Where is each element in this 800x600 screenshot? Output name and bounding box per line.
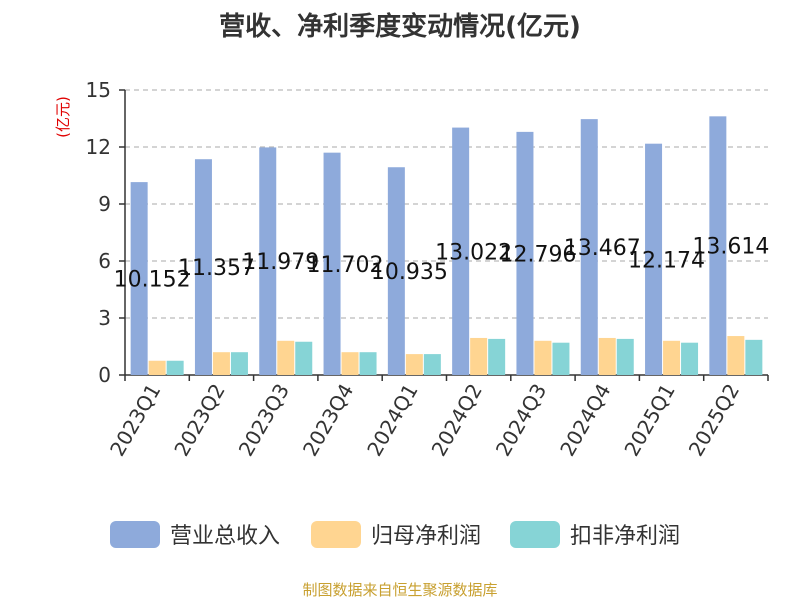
- x-tick-label: 2024Q3: [491, 380, 551, 461]
- bar-扣非净利润-2024Q4: [616, 338, 634, 375]
- bar-扣非净利润-2023Q1: [166, 360, 184, 375]
- bar-归母净利润-2023Q2: [212, 352, 230, 375]
- legend-swatch: [510, 521, 560, 548]
- data-label-revenue: 12.174: [628, 248, 705, 273]
- y-tick-label: 3: [98, 306, 111, 330]
- bar-扣非净利润-2024Q1: [423, 354, 441, 375]
- bar-归母净利润-2023Q1: [148, 360, 166, 375]
- data-label-revenue: 13.614: [692, 235, 769, 260]
- data-label-revenue: 11.357: [178, 256, 255, 281]
- x-tick-label: 2024Q2: [427, 380, 487, 461]
- data-label-revenue: 10.152: [114, 268, 191, 293]
- legend-item-3[interactable]: 扣非净利润: [510, 521, 680, 549]
- x-tick-label: 2024Q1: [362, 380, 422, 461]
- bar-扣非净利润-2024Q3: [552, 342, 570, 375]
- x-tick-label: 2023Q2: [169, 380, 229, 461]
- y-tick-label: 12: [86, 135, 111, 159]
- bar-营业总收入-2024Q1: [387, 167, 405, 375]
- bar-归母净利润-2024Q3: [534, 340, 552, 375]
- x-tick-label: 2025Q2: [684, 380, 744, 461]
- bar-归母净利润-2024Q2: [470, 337, 488, 375]
- data-label-revenue: 13.022: [435, 240, 512, 265]
- bar-扣非净利润-2023Q4: [359, 352, 377, 375]
- bar-归母净利润-2025Q2: [727, 336, 745, 375]
- bar-扣非净利润-2023Q3: [295, 341, 313, 375]
- x-tick-label: 2023Q4: [298, 380, 358, 461]
- source-note: 制图数据来自恒生聚源数据库: [302, 581, 497, 599]
- bars: [130, 116, 763, 376]
- bar-归母净利润-2023Q4: [341, 352, 359, 375]
- y-axis-unit-label: (亿元): [54, 96, 72, 138]
- bar-归母净利润-2023Q3: [277, 340, 295, 375]
- legend-label: 营业总收入: [170, 524, 280, 549]
- data-label-revenue: 11.702: [307, 253, 384, 278]
- bar-营业总收入-2023Q4: [323, 152, 341, 375]
- bar-归母净利润-2024Q4: [598, 337, 616, 375]
- legend-label: 扣非净利润: [570, 524, 680, 549]
- bar-扣非净利润-2023Q2: [230, 352, 248, 375]
- bar-营业总收入-2023Q1: [130, 182, 148, 375]
- bar-扣非净利润-2025Q2: [745, 339, 763, 375]
- bar-营业总收入-2024Q3: [516, 131, 534, 375]
- bar-扣非净利润-2025Q1: [681, 342, 699, 375]
- bar-营业总收入-2024Q2: [452, 127, 470, 375]
- data-label-revenue: 13.467: [564, 236, 641, 261]
- legend[interactable]: 营业总收入 归母净利润 扣非净利润: [110, 521, 680, 549]
- bar-营业总收入-2025Q2: [709, 116, 727, 376]
- bar-归母净利润-2024Q1: [405, 354, 423, 375]
- legend-label: 归母净利润: [371, 524, 481, 549]
- data-labels: 10.15211.35711.97911.70210.93513.02212.7…: [114, 235, 770, 293]
- legend-swatch: [311, 521, 361, 548]
- bar-营业总收入-2023Q2: [194, 159, 212, 375]
- y-tick-label: 6: [98, 249, 111, 273]
- bar-营业总收入-2023Q3: [259, 147, 277, 375]
- bar-归母净利润-2025Q1: [663, 340, 681, 375]
- x-tick-label: 2024Q4: [555, 380, 615, 461]
- y-tick-label: 15: [86, 78, 111, 102]
- legend-item-2[interactable]: 归母净利润: [311, 521, 481, 549]
- bar-扣非净利润-2024Q2: [488, 338, 506, 375]
- x-tick-label: 2023Q3: [234, 380, 294, 461]
- data-label-revenue: 11.979: [242, 250, 319, 275]
- bar-营业总收入-2024Q4: [580, 119, 598, 375]
- y-tick-label: 0: [98, 363, 111, 387]
- x-tick-label: 2023Q1: [105, 380, 165, 461]
- bar-营业总收入-2025Q1: [645, 143, 663, 375]
- x-tick-label: 2025Q1: [619, 380, 679, 461]
- y-tick-label: 9: [98, 192, 111, 216]
- legend-item-1[interactable]: 营业总收入: [110, 521, 280, 549]
- data-label-revenue: 12.796: [499, 242, 576, 267]
- legend-swatch: [110, 521, 160, 548]
- chart-title: 营收、净利季度变动情况(亿元): [219, 11, 581, 42]
- data-label-revenue: 10.935: [371, 260, 448, 285]
